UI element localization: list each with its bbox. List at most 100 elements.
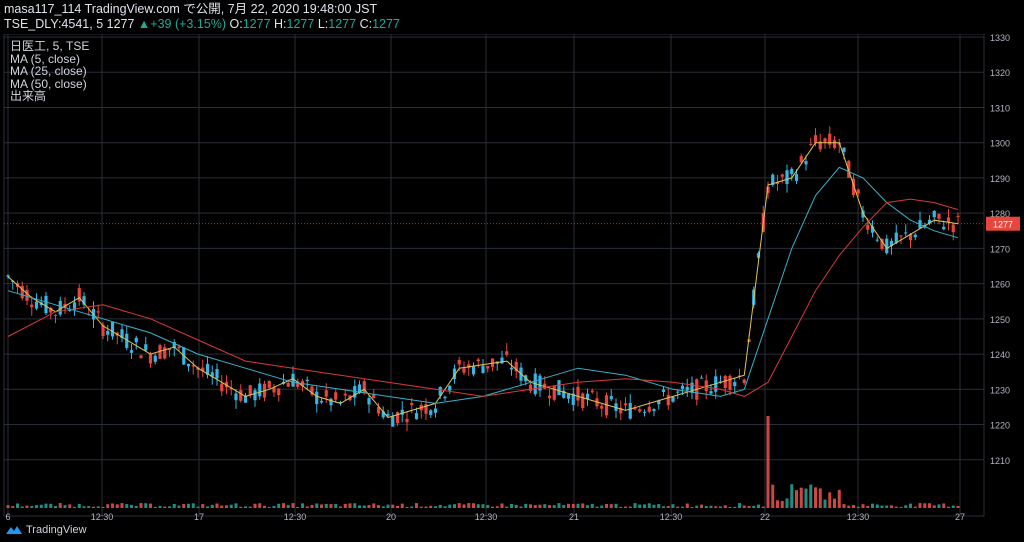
volume-bar (130, 504, 133, 508)
candle-body (828, 133, 832, 145)
volume-bar (377, 505, 380, 508)
volume-bar (652, 504, 656, 508)
volume-bar (63, 505, 67, 508)
volume-bar (153, 506, 157, 508)
candle-body (310, 386, 314, 395)
candle-body (191, 365, 195, 367)
volume-bar (714, 506, 718, 508)
candle-body (771, 174, 775, 186)
volume-bar (894, 506, 898, 508)
volume-bar (842, 504, 846, 508)
candle-body (148, 354, 153, 364)
up-arrow-icon: ▲ (137, 17, 151, 31)
volume-bar (476, 504, 480, 508)
legend-volume[interactable]: 出来高 (10, 89, 47, 103)
candle-body (172, 341, 176, 349)
volume-bar (771, 484, 775, 508)
volume-bar (871, 503, 874, 508)
candle-body (557, 380, 561, 396)
volume-bar (301, 503, 304, 508)
candle-body (429, 410, 433, 416)
y-tick-label: 1260 (990, 280, 1010, 290)
candle-body (381, 411, 385, 418)
candle-body (604, 395, 609, 416)
volume-bar (472, 503, 475, 508)
candle-body (799, 156, 803, 163)
open-label: O: (229, 17, 243, 31)
volume-bar (419, 506, 423, 508)
legend-ma5[interactable]: MA (5, close) (10, 51, 81, 66)
volume-bar (875, 504, 879, 508)
last-price-tag (986, 216, 1020, 231)
volume-bar (225, 505, 228, 508)
volume-bar (457, 503, 461, 508)
candle-body (680, 385, 685, 390)
volume-bar (253, 503, 257, 508)
candle-body (153, 355, 157, 362)
volume-bar (947, 506, 950, 508)
volume-bar (400, 503, 404, 508)
volume-bar (733, 506, 737, 508)
volume-bar (685, 503, 689, 508)
candle-body (267, 380, 271, 388)
y-tick-label: 1320 (990, 68, 1010, 78)
candle-body (538, 375, 542, 391)
volume-bar (20, 506, 24, 508)
y-tick-label: 1290 (990, 174, 1010, 184)
brand-name: TradingView (26, 524, 87, 536)
tradingview-brand[interactable]: TradingView (6, 524, 87, 536)
volume-bar (405, 506, 409, 508)
volume-bar (82, 506, 86, 508)
volume-bar (633, 503, 637, 508)
candle-body (391, 416, 395, 427)
candle-body (875, 239, 879, 241)
volume-bar (168, 506, 171, 508)
x-tick-label: 22 (760, 512, 770, 522)
volume-bar (795, 490, 798, 508)
candle-body (239, 390, 243, 401)
volume-bar (339, 506, 342, 508)
x-tick-label: 21 (569, 512, 579, 522)
legend-ma50[interactable]: MA (50, close) (10, 76, 87, 91)
candle-body (571, 393, 575, 405)
volume-bar (923, 503, 927, 508)
candle-body (780, 174, 784, 177)
candle-body (927, 219, 932, 224)
volume-bar (709, 505, 713, 508)
candle-body (889, 240, 894, 247)
candle-body (775, 181, 780, 184)
volume-bar (172, 503, 176, 508)
volume-bar (87, 506, 91, 508)
volume-bar (676, 506, 680, 508)
volume-bar (106, 504, 110, 508)
candle-body (832, 140, 837, 148)
candle-body (367, 398, 371, 405)
candle-body (547, 395, 552, 399)
volume-bar (605, 504, 608, 508)
volume-bar (866, 505, 870, 508)
volume-bar (799, 487, 803, 508)
legend-ma25[interactable]: MA (25, close) (10, 64, 87, 78)
legend-symbol[interactable]: 日医工, 5, TSE (10, 39, 90, 53)
candle-body (457, 359, 461, 365)
volume-bar (486, 505, 490, 508)
volume-bar (438, 504, 442, 508)
volume-bar (543, 504, 547, 508)
candle-body (286, 382, 290, 387)
volume-bar (899, 506, 903, 508)
candle-body (861, 210, 865, 218)
candle-body (139, 355, 143, 359)
candle-body (709, 391, 713, 394)
candle-body (690, 382, 694, 393)
candle-body (671, 396, 675, 402)
candle-body (134, 337, 138, 343)
volume-bar (804, 488, 808, 508)
y-tick-label: 1280 (990, 209, 1010, 219)
volume-bar (529, 504, 532, 508)
volume-bar (847, 505, 851, 508)
volume-bar (695, 505, 699, 508)
volume-bar (719, 506, 722, 508)
volume-bar (628, 506, 632, 508)
volume-bar (880, 505, 884, 508)
